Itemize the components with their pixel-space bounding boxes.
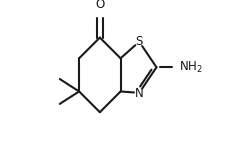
Text: NH$_2$: NH$_2$ <box>179 60 203 75</box>
Text: S: S <box>136 35 143 48</box>
Text: O: O <box>95 0 105 11</box>
Text: N: N <box>135 87 144 100</box>
